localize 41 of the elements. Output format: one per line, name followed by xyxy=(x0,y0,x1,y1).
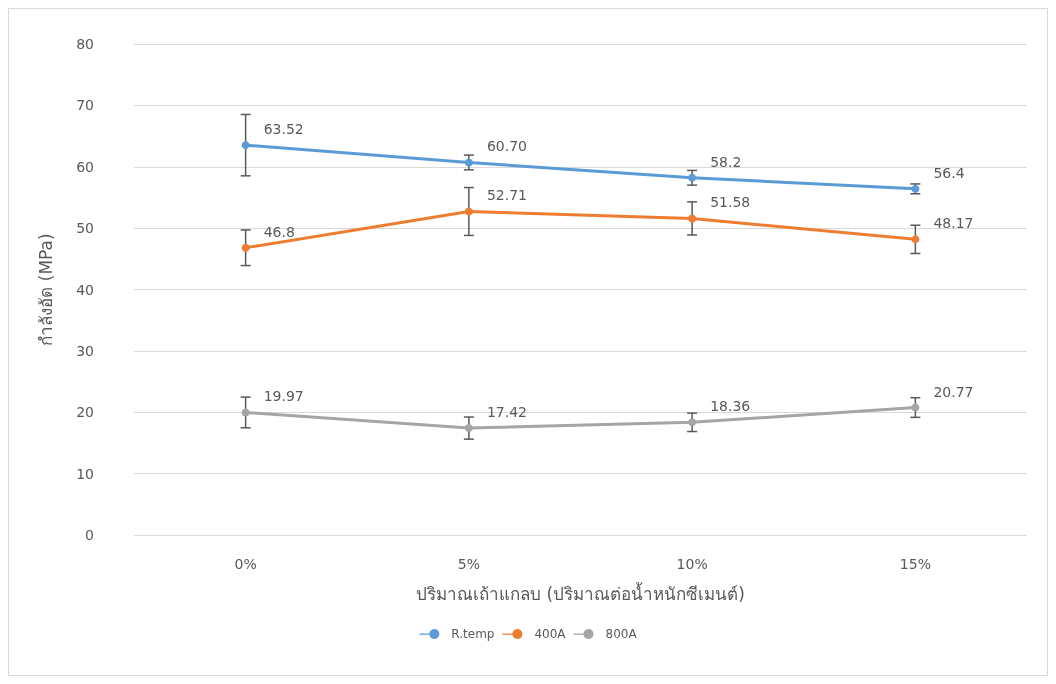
legend-label: R.temp xyxy=(451,627,495,641)
point xyxy=(464,158,473,167)
y-tick-label: 50 xyxy=(76,220,94,237)
point xyxy=(688,418,697,427)
data-label: 18.36 xyxy=(710,398,751,415)
y-tick-label: 30 xyxy=(76,342,94,359)
data-label: 48.17 xyxy=(933,215,974,232)
x-tick-label: 0% xyxy=(234,556,257,572)
y-tick-label: 80 xyxy=(76,36,94,52)
y-axis-title: กำลังอัด (MPa) xyxy=(35,233,56,346)
x-tick-label: 5% xyxy=(457,556,480,572)
data-label: 17.42 xyxy=(486,404,527,421)
x-axis-title: ปริมาณเถ้าแกลบ (ปริมาณต่อน้ำหนักซีเมนต์) xyxy=(416,581,745,604)
point xyxy=(241,141,250,150)
point xyxy=(688,173,697,182)
point xyxy=(688,214,697,223)
point xyxy=(911,235,920,244)
data-label: 56.4 xyxy=(933,164,965,181)
point xyxy=(464,424,473,433)
data-label: 46.8 xyxy=(263,223,295,240)
data-label: 19.97 xyxy=(263,388,304,405)
data-label: 51.58 xyxy=(710,194,751,211)
legend-label: 800A xyxy=(605,627,638,641)
y-tick-label: 40 xyxy=(76,281,94,298)
y-tick-label: 70 xyxy=(76,97,94,114)
legend-label: 400A xyxy=(534,627,567,641)
point xyxy=(911,403,920,412)
data-label: 52.71 xyxy=(486,187,527,204)
x-tick-label: 15% xyxy=(899,556,931,572)
y-tick-label: 20 xyxy=(76,404,94,421)
y-tick-label: 10 xyxy=(76,465,94,482)
point xyxy=(464,207,473,216)
point xyxy=(241,243,250,252)
y-tick-label: 60 xyxy=(76,158,94,175)
data-label: 20.77 xyxy=(933,383,974,400)
data-label: 58.2 xyxy=(710,153,742,170)
data-label: 63.52 xyxy=(263,121,304,138)
data-label: 60.70 xyxy=(486,138,527,155)
point xyxy=(241,408,250,417)
y-tick-label: 0 xyxy=(85,527,94,543)
x-tick-label: 10% xyxy=(676,556,708,572)
